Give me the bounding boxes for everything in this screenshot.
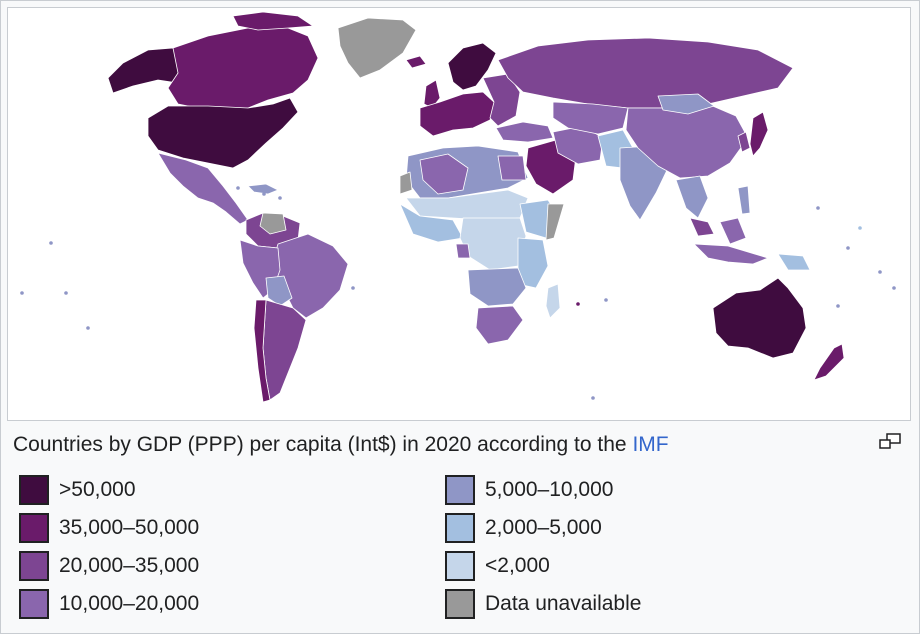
legend-label: <2,000 bbox=[485, 554, 550, 577]
imf-link[interactable]: IMF bbox=[632, 433, 669, 456]
region-iceland bbox=[405, 55, 427, 69]
region-central-africa bbox=[459, 217, 527, 271]
map-caption: Countries by GDP (PPP) per capita (Int$)… bbox=[13, 433, 669, 457]
legend-label: >50,000 bbox=[59, 478, 136, 501]
region-gabon bbox=[455, 243, 471, 259]
region-usa bbox=[147, 97, 299, 169]
legend-swatch bbox=[19, 551, 49, 581]
region-egypt bbox=[497, 155, 527, 181]
legend-swatch bbox=[19, 589, 49, 619]
region-western-sahara bbox=[399, 171, 413, 195]
legend-swatch bbox=[445, 551, 475, 581]
region-scandinavia bbox=[447, 42, 497, 91]
region-venezuela bbox=[259, 212, 287, 235]
island-markers bbox=[20, 186, 896, 400]
legend-item-unavailable: Data unavailable bbox=[445, 586, 641, 622]
world-map[interactable] bbox=[7, 7, 911, 421]
region-malaysia bbox=[689, 217, 715, 237]
region-western-europe bbox=[419, 91, 497, 137]
legend-swatch bbox=[445, 589, 475, 619]
legend-item-2000-5000: 2,000–5,000 bbox=[445, 510, 602, 546]
region-mexico bbox=[157, 152, 249, 225]
region-argentina bbox=[262, 299, 307, 401]
legend-item-35000-50000: 35,000–50,000 bbox=[19, 510, 199, 546]
region-angola-zambia bbox=[467, 267, 527, 307]
region-central-asia bbox=[552, 101, 629, 135]
region-japan bbox=[749, 111, 769, 157]
legend-item-5000-10000: 5,000–10,000 bbox=[445, 472, 613, 508]
caption-text: Countries by GDP (PPP) per capita (Int$)… bbox=[13, 433, 633, 456]
legend-swatch bbox=[445, 475, 475, 505]
region-chile bbox=[253, 299, 271, 403]
legend-item-20000-35000: 20,000–35,000 bbox=[19, 548, 199, 584]
region-borneo bbox=[719, 217, 747, 245]
region-indonesia bbox=[693, 243, 769, 265]
legend-item-gt50000: >50,000 bbox=[19, 472, 136, 508]
legend-item-10000-20000: 10,000–20,000 bbox=[19, 586, 199, 622]
region-korea bbox=[737, 131, 751, 153]
legend-swatch bbox=[445, 513, 475, 543]
region-russia bbox=[497, 37, 794, 109]
legend-label: 20,000–35,000 bbox=[59, 554, 200, 577]
legend-label: 10,000–20,000 bbox=[59, 592, 200, 615]
region-mongolia bbox=[657, 93, 715, 115]
region-greenland bbox=[337, 17, 417, 79]
region-southeast-asia bbox=[675, 175, 709, 219]
region-turkey bbox=[495, 121, 554, 143]
region-south-africa bbox=[475, 305, 524, 345]
magnify-clip-icon-svg bbox=[879, 433, 901, 449]
legend-label: 35,000–50,000 bbox=[59, 516, 200, 539]
region-australia bbox=[712, 277, 807, 359]
legend-swatch bbox=[19, 513, 49, 543]
region-bolivia bbox=[265, 275, 293, 307]
legend-item-lt2000: <2,000 bbox=[445, 548, 550, 584]
region-new-zealand bbox=[813, 343, 845, 381]
region-somalia bbox=[545, 203, 565, 241]
magnify-clip-icon[interactable] bbox=[878, 433, 902, 451]
legend-label: Data unavailable bbox=[485, 592, 642, 615]
region-philippines bbox=[737, 185, 751, 215]
legend-swatch bbox=[19, 475, 49, 505]
region-canada-arctic bbox=[232, 11, 314, 31]
legend-label: 2,000–5,000 bbox=[485, 516, 602, 539]
region-canada bbox=[167, 25, 319, 111]
region-madagascar bbox=[545, 283, 561, 319]
world-map-svg bbox=[20, 11, 896, 403]
region-papua bbox=[777, 253, 811, 271]
region-libya-algeria bbox=[419, 153, 469, 195]
legend-label: 5,000–10,000 bbox=[485, 478, 614, 501]
region-caribbean bbox=[247, 183, 279, 195]
